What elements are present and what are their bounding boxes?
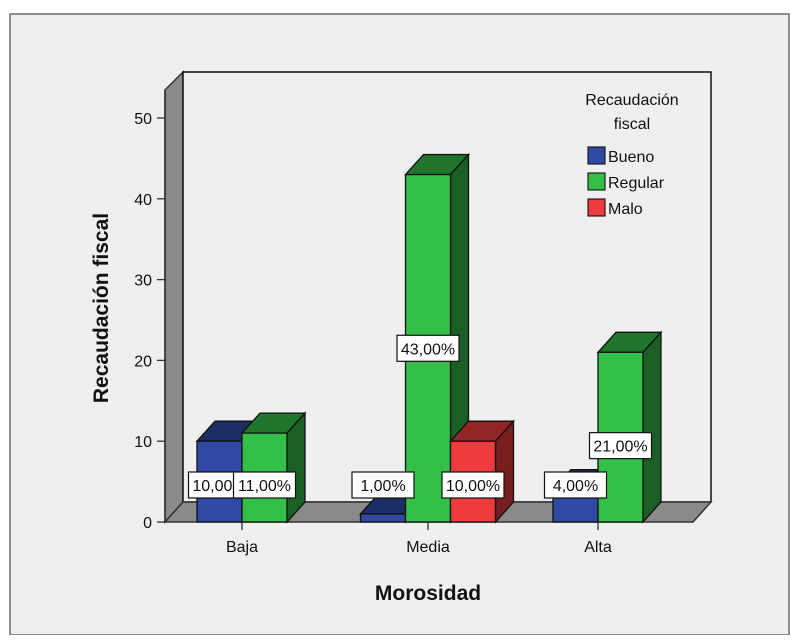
legend: Recaudación fiscal Bueno Regular Malo	[585, 92, 678, 218]
bar-side	[642, 330, 662, 524]
x-tick-label: Alta	[584, 539, 612, 556]
bar-regular-alta	[596, 330, 663, 524]
y-tick-label: 50	[134, 111, 152, 128]
data-label: 4,00%	[543, 471, 608, 499]
legend-title: fiscal	[614, 116, 650, 133]
bar-side	[286, 411, 306, 524]
data-label: 43,00%	[396, 334, 460, 362]
data-labels: 10,00%11,00% 1,00%43,00%10,00% 4,00%21,00%	[187, 334, 653, 499]
y-tick-label: 20	[134, 353, 152, 370]
data-label-box	[396, 334, 460, 362]
data-label-text: 4,00%	[553, 478, 598, 495]
y-tick-label: 0	[143, 515, 152, 532]
data-label-text: 10,00%	[446, 478, 500, 495]
data-label-text: 21,00%	[593, 439, 647, 456]
y-tick-label: 30	[134, 273, 152, 290]
data-label-box	[543, 471, 608, 499]
legend-swatch	[587, 146, 606, 165]
data-label-text: 43,00%	[401, 341, 455, 358]
bar-front	[359, 513, 407, 523]
x-tick-label: Baja	[226, 539, 258, 556]
data-label: 10,00%	[441, 471, 505, 499]
legend-title: Recaudación	[585, 92, 678, 109]
data-label: 1,00%	[351, 471, 415, 499]
data-label: 21,00%	[588, 432, 653, 460]
data-label: 11,00%	[232, 471, 297, 499]
side-wall	[164, 70, 184, 524]
legend-label: Bueno	[608, 149, 654, 166]
data-label-text: 1,00%	[360, 478, 405, 495]
legend-swatch	[587, 198, 606, 217]
x-tick-label: Media	[406, 539, 450, 556]
legend-item-bueno: Bueno	[587, 146, 654, 166]
legend-label: Malo	[608, 201, 643, 218]
y-tick-label: 40	[134, 192, 152, 209]
x-axis-title: Morosidad	[375, 582, 481, 605]
legend-swatch	[587, 172, 606, 191]
legend-item-regular: Regular	[587, 172, 665, 192]
data-label-box	[441, 471, 505, 499]
data-label-box	[351, 471, 415, 499]
y-axis: 0 10 20 30 40 50	[134, 111, 165, 532]
legend-label: Regular	[608, 175, 665, 192]
bar-regular-baja	[240, 411, 307, 524]
y-tick-label: 10	[134, 434, 152, 451]
x-axis: Baja Media Alta	[226, 522, 612, 556]
data-label-text: 11,00%	[238, 478, 291, 495]
data-label-box	[588, 432, 653, 460]
legend-item-malo: Malo	[587, 198, 643, 218]
y-axis-title: Recaudación fiscal	[90, 213, 113, 403]
data-label-box	[232, 471, 297, 499]
